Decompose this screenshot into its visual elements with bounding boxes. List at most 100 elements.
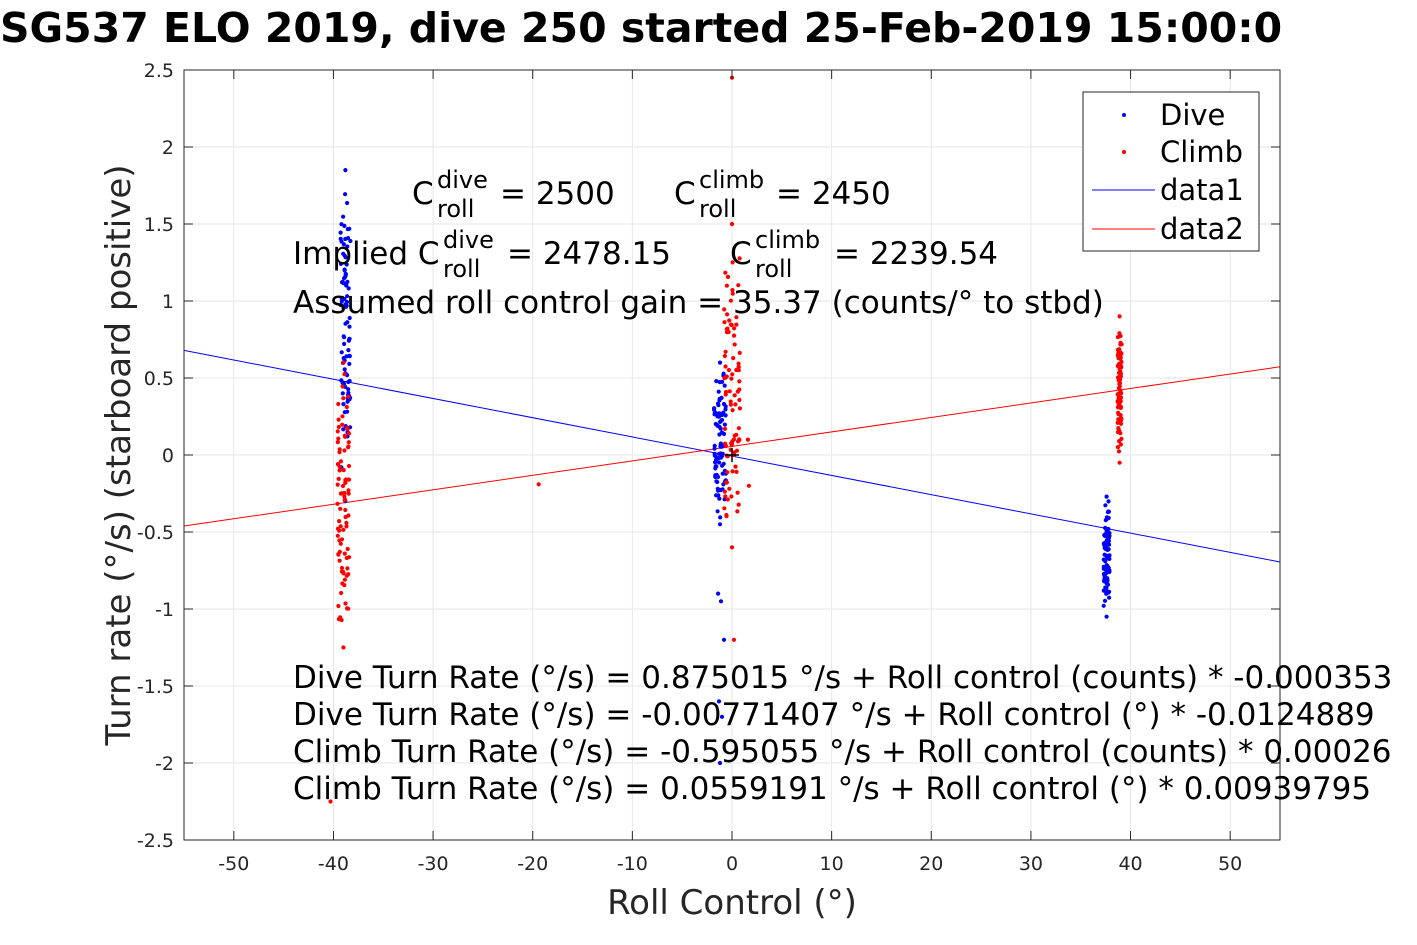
point-climb <box>339 590 344 596</box>
point-climb <box>335 440 340 445</box>
point-climb <box>339 569 344 574</box>
point-climb <box>342 498 347 503</box>
point-climb <box>731 637 737 642</box>
x-tick-label: 40 <box>1118 853 1142 875</box>
point-climb <box>722 426 728 431</box>
point-dive <box>346 236 351 241</box>
c-roll-climb-value: = 2450 <box>776 176 891 212</box>
point-climb <box>345 566 350 571</box>
point-dive <box>342 267 347 272</box>
point-dive <box>346 348 351 353</box>
point-climb <box>343 601 348 606</box>
point-climb <box>1116 449 1122 454</box>
point-dive <box>722 383 727 388</box>
point-climb <box>729 322 734 328</box>
point-climb <box>346 440 351 445</box>
point-climb <box>346 488 351 493</box>
point-dive <box>1105 547 1110 553</box>
point-climb <box>723 494 728 499</box>
point-dive <box>717 398 722 403</box>
point-dive <box>1105 578 1110 583</box>
point-dive <box>341 276 347 281</box>
point-climb <box>1116 419 1121 424</box>
point-dive <box>712 453 718 458</box>
point-climb <box>1118 405 1123 410</box>
point-dive <box>723 407 728 412</box>
point-climb <box>730 260 735 265</box>
point-climb <box>734 469 739 474</box>
point-climb <box>732 393 737 398</box>
point-dive <box>1106 509 1111 514</box>
point-dive <box>715 474 721 479</box>
point-dive <box>1104 528 1109 533</box>
point-climb <box>346 431 352 436</box>
legend-label-climb: Climb <box>1160 135 1243 169</box>
point-dive <box>712 407 717 412</box>
point-dive <box>714 411 719 416</box>
point-climb <box>344 524 349 529</box>
point-climb <box>730 291 735 296</box>
point-dive <box>1106 538 1111 544</box>
point-climb <box>340 422 345 427</box>
point-dive <box>714 464 719 469</box>
point-climb <box>346 491 351 496</box>
point-dive <box>718 455 724 460</box>
implied-climb-base: C <box>730 236 752 272</box>
point-dive <box>718 599 724 604</box>
point-climb <box>736 365 741 370</box>
point-climb <box>735 490 740 495</box>
point-dive <box>345 244 350 249</box>
point-climb <box>727 318 732 323</box>
implied-dive-sub: roll <box>443 255 480 283</box>
point-dive <box>342 410 347 415</box>
point-climb <box>341 527 346 532</box>
point-dive <box>1106 499 1111 504</box>
point-climb <box>731 356 736 361</box>
point-dive <box>1104 494 1109 499</box>
axis-ticks: -50 -40 -30 -20 -10 0 10 20 30 40 50-2.5-2-1.5-1-0… <box>137 60 1280 875</box>
point-climb <box>1115 335 1120 340</box>
point-climb <box>1118 369 1123 374</box>
point-climb <box>726 367 732 373</box>
point-dive <box>721 401 727 407</box>
point-climb <box>336 552 341 557</box>
point-climb <box>345 425 350 430</box>
point-climb <box>338 541 343 546</box>
y-tick-label: -2 <box>155 753 174 775</box>
point-dive <box>341 251 346 256</box>
point-dive <box>344 304 349 309</box>
point-dive <box>716 389 721 394</box>
point-dive <box>723 413 728 418</box>
point-climb <box>340 414 345 419</box>
legend-box <box>1082 91 1260 252</box>
point-climb <box>346 513 351 518</box>
point-climb <box>1115 430 1121 435</box>
point-climb <box>723 349 728 354</box>
x-tick-label: -50 <box>218 853 249 875</box>
point-climb <box>732 333 737 338</box>
point-climb <box>722 320 727 325</box>
point-climb <box>736 502 741 507</box>
point-climb <box>725 274 731 279</box>
x-tick-label: 10 <box>820 853 844 875</box>
scatter-points <box>328 75 1124 804</box>
legend-label-data2: data2 <box>1160 212 1244 246</box>
point-dive <box>343 321 348 326</box>
point-dive <box>722 422 728 427</box>
point-climb <box>729 494 734 499</box>
point-climb <box>342 490 347 496</box>
y-tick-label: 0.5 <box>144 368 174 390</box>
point-climb <box>340 384 345 389</box>
point-dive <box>344 262 349 267</box>
c-roll-dive-sup: dive <box>437 166 488 194</box>
point-dive <box>1104 586 1109 591</box>
x-tick-label: 50 <box>1218 853 1242 875</box>
point-climb <box>730 408 735 413</box>
point-climb <box>722 307 727 312</box>
point-climb <box>723 443 729 449</box>
point-dive <box>717 760 723 766</box>
point-climb <box>341 468 346 473</box>
